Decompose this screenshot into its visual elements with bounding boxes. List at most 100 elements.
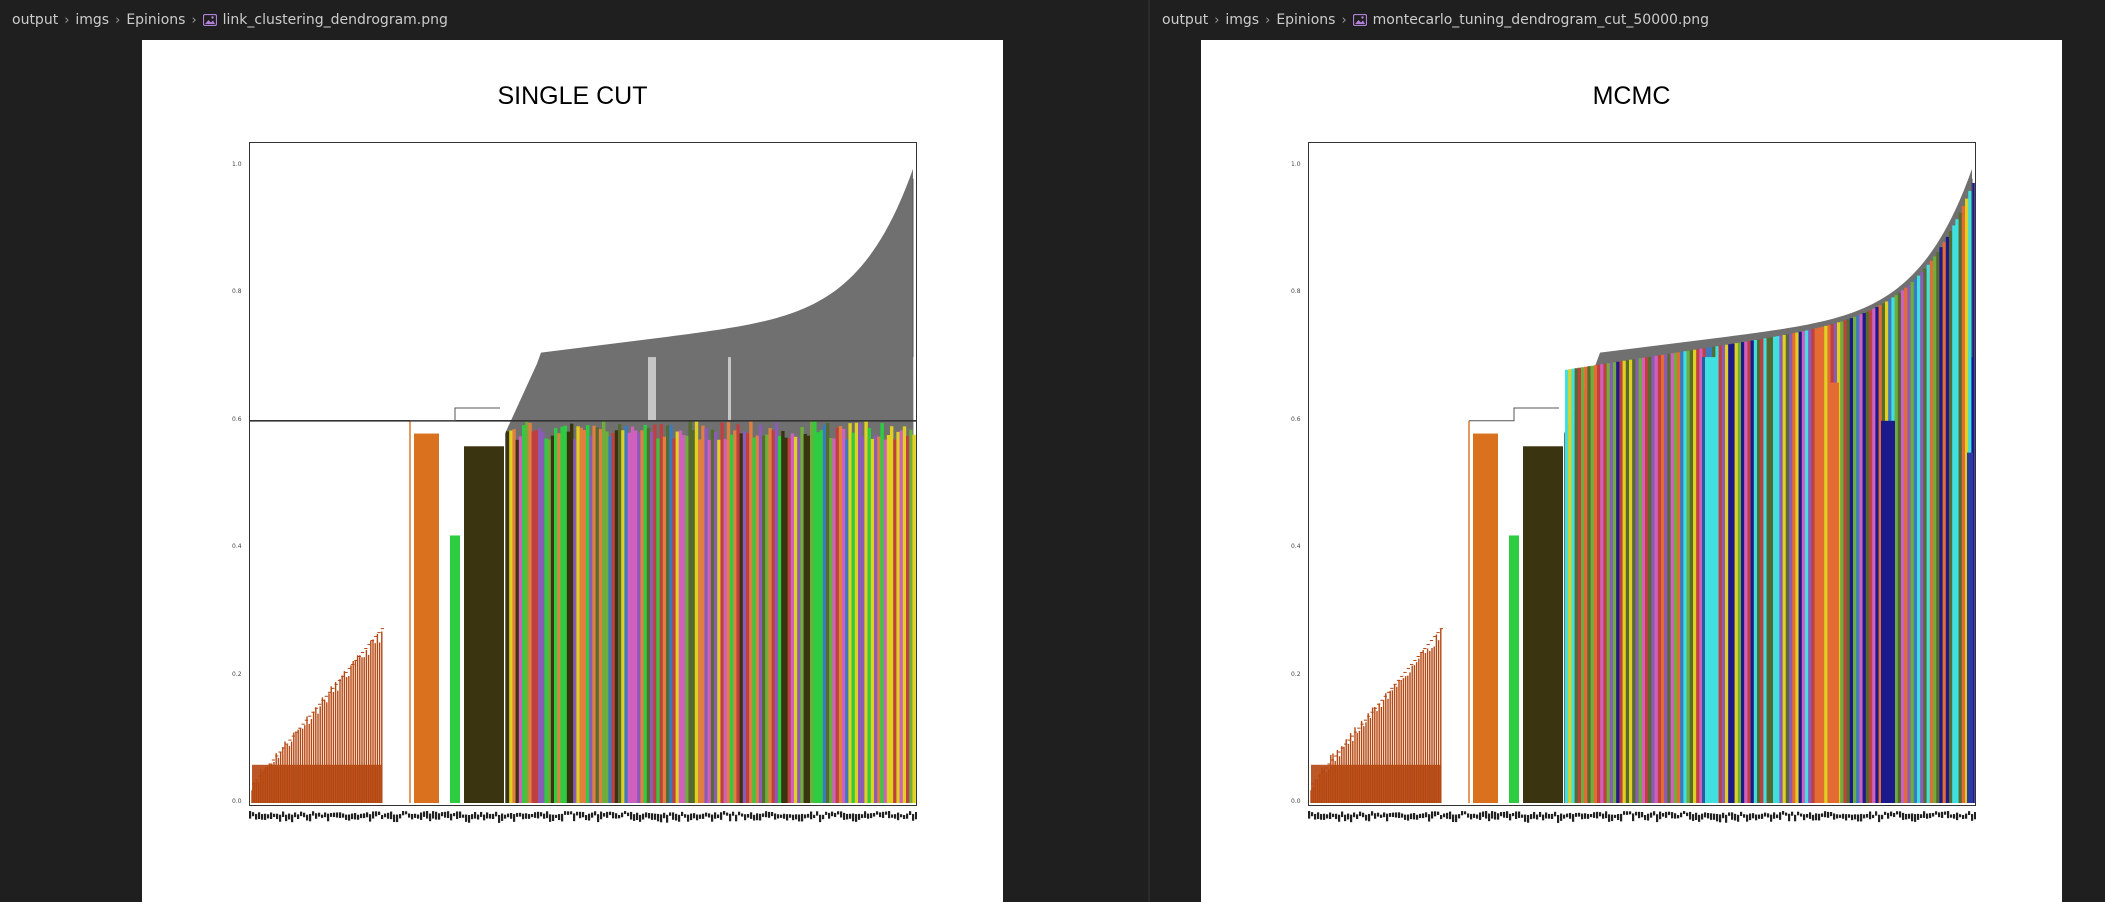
cluster-block [1523,446,1563,803]
x-tick-mark [1473,813,1476,818]
x-tick-mark [765,811,768,818]
x-tick-mark [1950,814,1953,818]
x-tick-mark [1959,814,1962,818]
x-tick-mark [864,811,867,818]
cluster-bar [630,426,635,803]
cluster-bar [1737,342,1742,803]
breadcrumb-output[interactable]: output [12,12,59,28]
cluster-bar [1952,225,1956,803]
x-tick-mark [1539,811,1542,817]
breadcrumb-epinions[interactable]: Epinions [1276,12,1336,28]
x-tick-mark [1833,813,1836,820]
x-tick-mark [1830,812,1833,817]
x-tick-mark [477,814,480,820]
cluster-bar [678,430,683,803]
x-tick-mark [1971,814,1974,821]
cluster-bar [909,429,913,803]
cluster-bar [538,428,542,803]
x-tick-mark [426,811,429,819]
cluster-bar [838,426,843,803]
x-tick-mark [828,812,831,819]
image-preview: SINGLE CUT 0.0 0.2 0.4 0.6 0.8 1.0 [142,40,1003,902]
x-tick-mark [1392,812,1395,818]
cluster-bar [1645,357,1649,803]
x-tick-mark [1443,813,1446,818]
breadcrumb-file-name[interactable]: montecarlo_tuning_dendrogram_cut_50000.p… [1372,12,1710,28]
x-tick-mark [1374,813,1377,819]
cluster-bar [880,423,884,803]
x-tick-mark [1479,812,1482,820]
cluster-bar [806,435,811,803]
cluster-bar [1942,242,1946,803]
breadcrumb-output[interactable]: output [1162,12,1209,28]
breadcrumb-imgs[interactable]: imgs [1225,12,1260,28]
cluster-bar [634,430,638,803]
x-tick-mark [777,814,780,819]
x-tick-mark [699,814,702,819]
x-tick-mark [855,814,858,822]
x-tick-mark [1350,814,1353,823]
cluster-bar [1821,326,1825,803]
plot-area [1308,142,1976,806]
x-tick-mark [1485,811,1488,819]
cluster-bar [1843,320,1847,803]
pane-divider[interactable] [1148,0,1150,902]
x-tick-mark [894,814,897,819]
x-tick-mark [1839,814,1842,818]
x-tick-mark [681,811,684,817]
dendrogram-gap [648,357,656,421]
cluster-bar [810,420,814,803]
x-tick-mark [405,811,408,815]
cluster-bar [694,420,699,803]
chevron-right-icon: › [1214,12,1220,28]
x-tick-mark [1431,811,1434,819]
y-tick-label: 0.2 [232,670,242,678]
cluster-bar [701,425,705,803]
x-tick-mark [1692,814,1695,821]
y-tick-label: 0.6 [1291,415,1301,423]
x-tick-mark [1416,814,1419,820]
x-tick-mark [786,814,789,821]
cluster-bar [518,436,523,803]
x-tick-mark [297,814,300,820]
x-tick-mark [1404,814,1407,820]
breadcrumb-file-name[interactable]: link_clustering_dendrogram.png [222,12,448,28]
x-tick-mark [1896,811,1899,815]
x-tick-mark [1578,812,1581,817]
cluster-block [1702,357,1705,803]
x-tick-mark [372,811,375,819]
x-tick-mark [390,811,393,820]
cluster-bar [1574,368,1578,803]
x-tick-mark [1320,814,1323,820]
x-tick-mark [351,813,354,820]
x-tick-mark [1947,811,1950,819]
x-tick-mark [615,813,618,819]
x-tick-mark [1311,812,1314,817]
x-tick-mark [366,812,369,818]
x-tick-mark [867,813,870,819]
x-tick-mark [1860,813,1863,822]
x-tick-mark [384,813,387,818]
cluster-bar [1917,275,1921,804]
x-tick-mark [879,812,882,818]
x-tick-mark [1536,814,1539,820]
x-tick-mark [462,814,465,818]
cluster-bar [1686,350,1690,803]
x-tick-mark [1671,812,1674,819]
x-tick-mark [1617,814,1620,821]
x-tick-mark [1728,812,1731,816]
x-tick-mark [1821,813,1824,817]
x-tick-mark [1674,813,1677,819]
breadcrumb-epinions[interactable]: Epinions [126,12,186,28]
x-tick-mark [492,813,495,820]
x-tick-mark [330,813,333,817]
cluster-bar [1907,284,1911,803]
breadcrumb-imgs[interactable]: imgs [75,12,110,28]
x-tick-mark [669,812,672,816]
cluster-bar [1929,260,1934,803]
cluster-bar [1856,315,1860,803]
cluster-bar [1590,365,1594,803]
cluster-bar [1731,343,1735,803]
x-tick-mark [1500,812,1503,817]
x-tick-mark [504,814,507,819]
